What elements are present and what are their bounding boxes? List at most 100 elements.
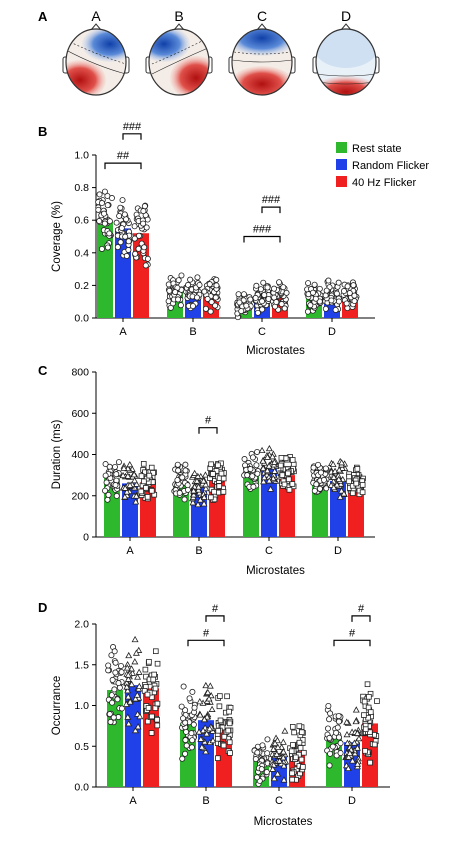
data-point: [307, 302, 314, 309]
data-point: [202, 484, 210, 492]
data-point: [252, 294, 259, 301]
data-point: [240, 291, 247, 298]
data-point: [260, 279, 267, 286]
data-point: [335, 279, 342, 286]
data-point: [344, 283, 351, 290]
data-point: [351, 292, 358, 299]
data-point: [309, 289, 316, 296]
data-point: [273, 750, 281, 757]
data-point: [298, 756, 305, 763]
data-point: [208, 299, 215, 306]
data-point: [193, 477, 201, 484]
x-tick-label: B: [195, 545, 202, 557]
data-point: [217, 717, 224, 724]
data-point: [135, 682, 143, 690]
data-point: [280, 776, 288, 783]
data-point: [374, 698, 380, 704]
data-point: [333, 290, 340, 297]
data-point: [304, 308, 311, 315]
bar: [107, 690, 123, 787]
data-point: [117, 239, 124, 246]
data-point: [317, 469, 324, 476]
data-point: [144, 255, 151, 262]
significance-bracket: [122, 133, 142, 140]
data-point: [189, 303, 196, 310]
data-point: [259, 298, 266, 305]
data-point: [165, 281, 172, 288]
data-point: [111, 463, 118, 470]
data-point: [182, 461, 189, 468]
data-point: [188, 744, 195, 751]
data-point: [175, 467, 182, 474]
data-point: [259, 306, 266, 313]
data-point: [131, 635, 139, 643]
data-point: [367, 759, 373, 766]
data-point: [96, 191, 103, 198]
data-point: [189, 737, 196, 744]
data-point: [224, 693, 230, 700]
data-point: [112, 669, 119, 676]
data-point: [145, 718, 151, 725]
data-point: [152, 705, 159, 711]
data-point: [336, 493, 344, 500]
data-point: [131, 477, 139, 484]
data-point: [343, 300, 350, 307]
data-point: [208, 461, 214, 468]
data-point: [265, 444, 273, 452]
data-point: [343, 718, 351, 725]
data-point: [135, 668, 143, 675]
data-point: [123, 664, 131, 671]
data-point: [350, 739, 358, 746]
data-point: [146, 472, 153, 479]
data-point: [328, 297, 335, 304]
data-point: [115, 680, 122, 687]
data-point: [257, 286, 264, 293]
data-point: [106, 230, 113, 237]
data-point: [132, 695, 139, 702]
data-point: [154, 660, 161, 667]
topomap-d-label: D: [341, 8, 351, 24]
y-tick-label: 400: [71, 449, 89, 461]
data-point: [105, 662, 112, 669]
data-point: [260, 478, 268, 485]
data-point: [353, 480, 360, 487]
data-point: [305, 280, 312, 287]
data-point: [111, 686, 118, 693]
data-point: [102, 472, 109, 479]
significance-label: #: [358, 603, 365, 615]
data-point: [267, 485, 275, 492]
x-tick-label: D: [334, 545, 342, 557]
data-point: [131, 658, 139, 665]
data-point: [216, 483, 223, 489]
data-point: [121, 211, 128, 218]
data-point: [322, 465, 329, 472]
data-point: [132, 250, 139, 257]
data-point: [322, 292, 329, 299]
bar: [312, 482, 328, 537]
data-point: [140, 208, 147, 215]
x-tick-label: A: [126, 545, 134, 557]
data-point: [191, 704, 198, 711]
data-point: [265, 477, 273, 484]
data-point: [172, 289, 179, 296]
data-point: [106, 711, 113, 718]
y-tick-label: 0.0: [74, 313, 89, 325]
data-point: [250, 483, 257, 490]
data-point: [201, 471, 209, 478]
data-point: [337, 750, 344, 757]
data-point: [325, 702, 332, 709]
data-point: [226, 708, 232, 715]
data-point: [125, 651, 133, 659]
data-point: [131, 223, 138, 230]
data-point: [124, 671, 132, 678]
data-point: [104, 496, 111, 503]
data-point: [259, 464, 267, 472]
data-point: [253, 462, 260, 469]
data-point: [270, 761, 278, 768]
data-point: [335, 475, 343, 482]
data-point: [247, 296, 254, 303]
data-point: [300, 764, 306, 770]
data-point: [198, 743, 206, 750]
legend-label-random: Random Flicker: [352, 160, 429, 172]
data-point: [254, 470, 261, 477]
